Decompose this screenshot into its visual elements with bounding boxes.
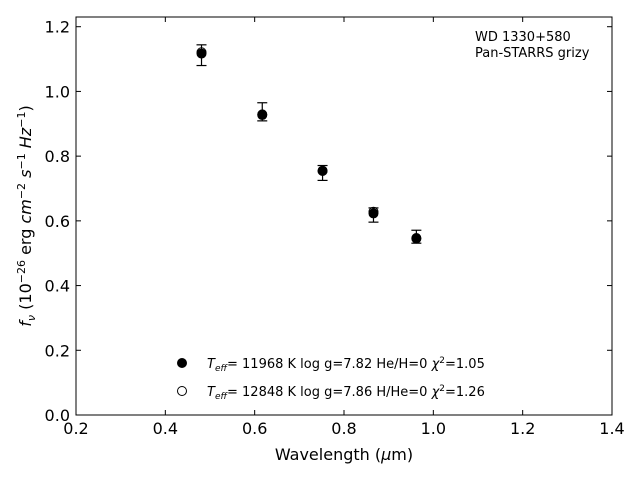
x-tick-label: 0.2 xyxy=(63,419,88,438)
legend-marker-open xyxy=(177,386,187,396)
annotation-line-1: WD 1330+580 xyxy=(475,30,571,45)
x-tick-label: 0.4 xyxy=(153,419,178,438)
x-tick-label: 1.0 xyxy=(421,419,446,438)
legend: Teff= 11968 K log g=7.82 He/H=0 χ2=1.05 … xyxy=(177,356,485,402)
annotation-line-2: Pan-STARRS grizy xyxy=(475,46,590,61)
y-axis-label: fν (10−26 erg cm−2 s−1 Hz−1) xyxy=(15,105,38,326)
y-tick-label: 0.4 xyxy=(45,277,70,296)
model-point-open xyxy=(257,109,268,120)
legend-entry-2: Teff= 12848 K log g=7.86 H/He=0 χ2=1.26 xyxy=(207,384,485,402)
model-point-open xyxy=(196,47,207,58)
y-tick-label: 0.8 xyxy=(45,147,70,166)
y-tick-label: 0.0 xyxy=(45,406,70,425)
plot-frame xyxy=(75,16,613,416)
ticks: 0.2 0.4 0.6 0.8 1.0 1.2 1.40.00.20.40.60.81.01… xyxy=(45,17,625,438)
model-point-open xyxy=(411,233,422,244)
y-tick-label: 0.6 xyxy=(45,212,70,231)
x-tick-label: 0.8 xyxy=(331,419,356,438)
x-tick-label: 1.2 xyxy=(510,419,535,438)
model-point-open xyxy=(368,206,379,217)
legend-entry-1: Teff= 11968 K log g=7.82 He/H=0 χ2=1.05 xyxy=(207,356,485,374)
y-tick-label: 1.0 xyxy=(45,82,70,101)
x-tick-label: 1.4 xyxy=(599,419,624,438)
y-tick-label: 0.2 xyxy=(45,341,70,360)
x-tick-label: 0.6 xyxy=(242,419,267,438)
legend-marker-filled xyxy=(177,358,187,368)
data-marks xyxy=(196,44,422,244)
model-point-open xyxy=(317,166,328,177)
y-tick-label: 1.2 xyxy=(45,18,70,37)
x-axis-label: Wavelength (μm) xyxy=(275,445,413,464)
